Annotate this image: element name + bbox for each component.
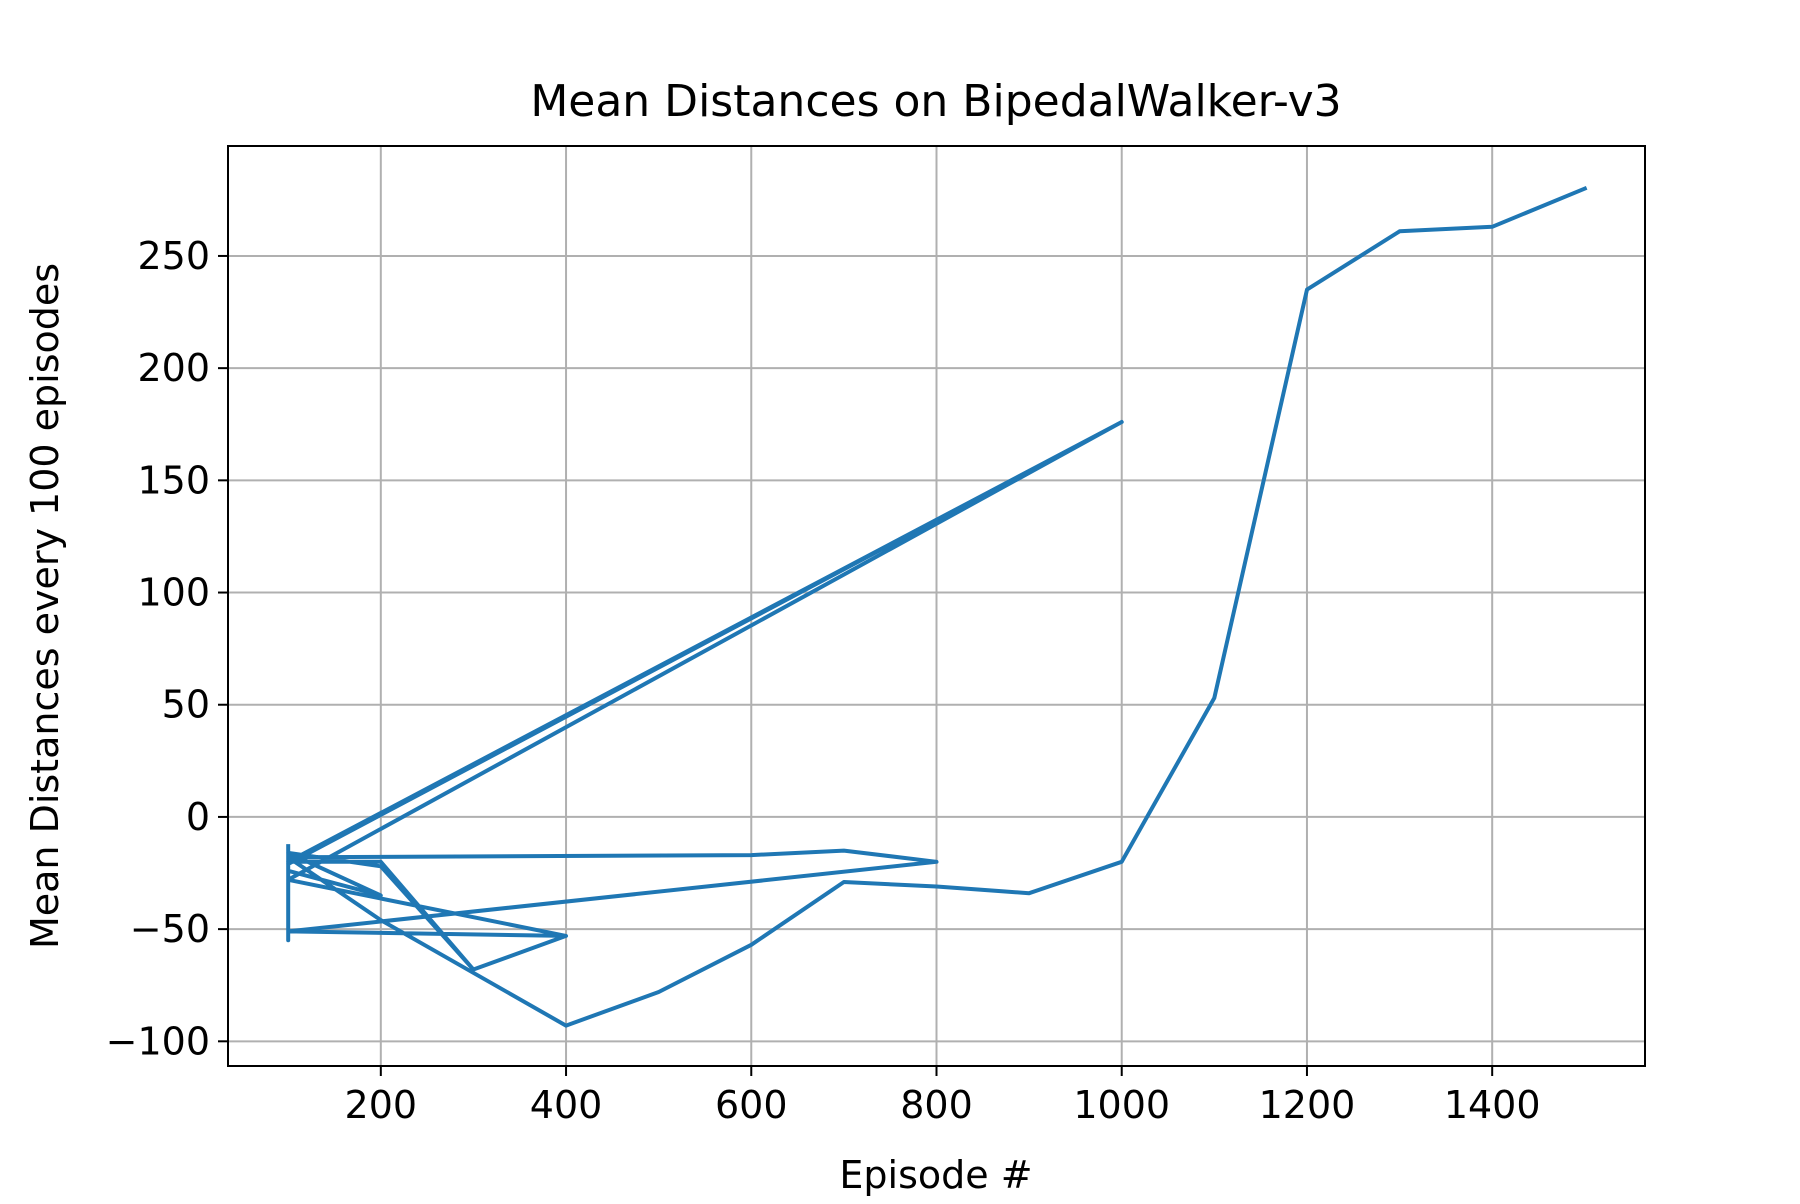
chart-title: Mean Distances on BipedalWalker-v3 bbox=[530, 76, 1341, 127]
data-point bbox=[1584, 188, 1585, 189]
data-point bbox=[1214, 698, 1215, 699]
x-tick-label: 1000 bbox=[1073, 1083, 1170, 1127]
data-point bbox=[1492, 226, 1493, 227]
y-tick-label: 150 bbox=[137, 458, 210, 502]
data-point bbox=[288, 940, 289, 941]
data-point bbox=[843, 882, 844, 883]
data-point bbox=[751, 944, 752, 945]
data-point bbox=[936, 886, 937, 887]
x-tick-label: 400 bbox=[530, 1083, 603, 1127]
data-point bbox=[658, 991, 659, 992]
x-tick-label: 1200 bbox=[1259, 1083, 1356, 1127]
grid-lines bbox=[228, 146, 1645, 1066]
data-point bbox=[288, 931, 289, 932]
data-point bbox=[288, 861, 289, 862]
data-point bbox=[288, 864, 289, 865]
data-point bbox=[1029, 893, 1030, 894]
data-point bbox=[1121, 861, 1122, 862]
data-point bbox=[566, 1025, 567, 1026]
y-tick-label: 200 bbox=[137, 346, 210, 390]
series-layer bbox=[286, 185, 1588, 1028]
data-point bbox=[288, 852, 289, 853]
data-point bbox=[473, 969, 474, 970]
data-point bbox=[380, 895, 381, 896]
x-tick-label: 1400 bbox=[1444, 1083, 1541, 1127]
data-point bbox=[380, 866, 381, 867]
data-point bbox=[380, 920, 381, 921]
data-point bbox=[288, 846, 289, 847]
axis-ticks: 200 400 600 800 1000 1200 1400 −100 −50 0 50 100 150… bbox=[106, 234, 1541, 1127]
y-tick-label: −100 bbox=[106, 1019, 210, 1063]
data-point bbox=[1306, 289, 1307, 290]
y-tick-label: 100 bbox=[137, 571, 210, 615]
data-point bbox=[843, 850, 844, 851]
data-point bbox=[288, 879, 289, 880]
data-point bbox=[288, 870, 289, 871]
data-point bbox=[380, 861, 381, 862]
data-point bbox=[566, 935, 567, 936]
y-tick-label: 0 bbox=[186, 795, 210, 839]
series-line bbox=[286, 185, 1588, 1028]
x-tick-label: 200 bbox=[345, 1083, 418, 1127]
y-axis-label: Mean Distances every 100 episodes bbox=[23, 263, 67, 949]
data-point bbox=[1399, 231, 1400, 232]
y-tick-label: 250 bbox=[137, 234, 210, 278]
y-tick-label: −50 bbox=[130, 907, 210, 951]
x-tick-label: 800 bbox=[900, 1083, 973, 1127]
data-point bbox=[288, 857, 289, 858]
x-tick-label: 600 bbox=[715, 1083, 788, 1127]
data-point bbox=[751, 855, 752, 856]
data-point bbox=[288, 886, 289, 887]
data-point bbox=[936, 861, 937, 862]
y-tick-label: 50 bbox=[162, 683, 210, 727]
x-axis-label: Episode # bbox=[839, 1153, 1032, 1197]
data-point bbox=[1121, 422, 1122, 423]
